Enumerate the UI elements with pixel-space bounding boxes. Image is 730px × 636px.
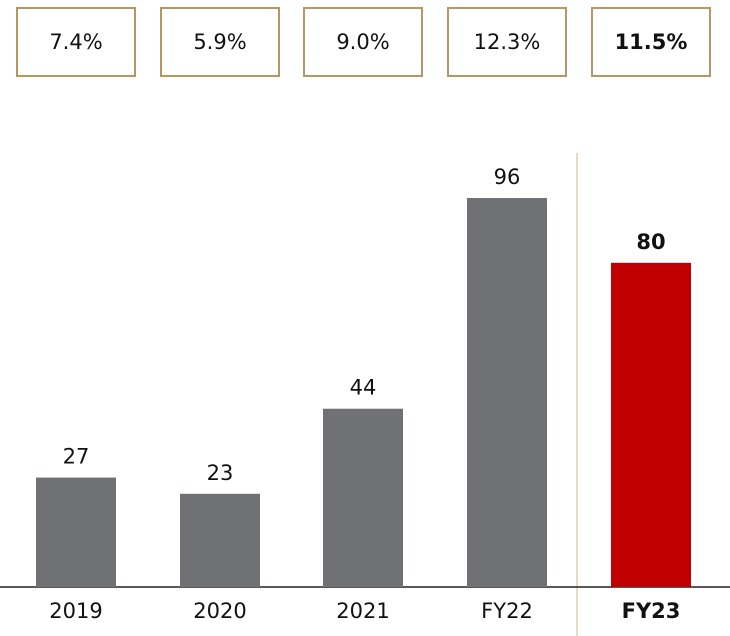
data-label: 80 bbox=[636, 230, 665, 254]
annotation-box bbox=[160, 7, 280, 77]
bar bbox=[323, 408, 403, 587]
annotation-box bbox=[303, 7, 423, 77]
annotation: 9.0% bbox=[336, 30, 389, 54]
data-label: 96 bbox=[494, 165, 521, 189]
x-tick-label: 2020 bbox=[193, 599, 246, 623]
annotation-box bbox=[591, 7, 711, 77]
annotation-box bbox=[447, 7, 567, 77]
annotation: 11.5% bbox=[615, 30, 688, 54]
bar bbox=[611, 262, 691, 587]
bar bbox=[180, 493, 260, 587]
x-tick-label: FY23 bbox=[622, 599, 681, 623]
x-tick-label: 2019 bbox=[49, 599, 102, 623]
annotation: 12.3% bbox=[474, 30, 541, 54]
x-tick-label: FY22 bbox=[481, 599, 533, 623]
data-label: 44 bbox=[350, 376, 377, 400]
annotation: 5.9% bbox=[193, 30, 246, 54]
data-label: 27 bbox=[63, 445, 90, 469]
annotation-box bbox=[16, 7, 136, 77]
data-label: 23 bbox=[207, 461, 234, 485]
annotation: 7.4% bbox=[49, 30, 102, 54]
bar bbox=[467, 198, 547, 587]
x-tick-label: 2021 bbox=[336, 599, 389, 623]
bar bbox=[36, 477, 116, 587]
